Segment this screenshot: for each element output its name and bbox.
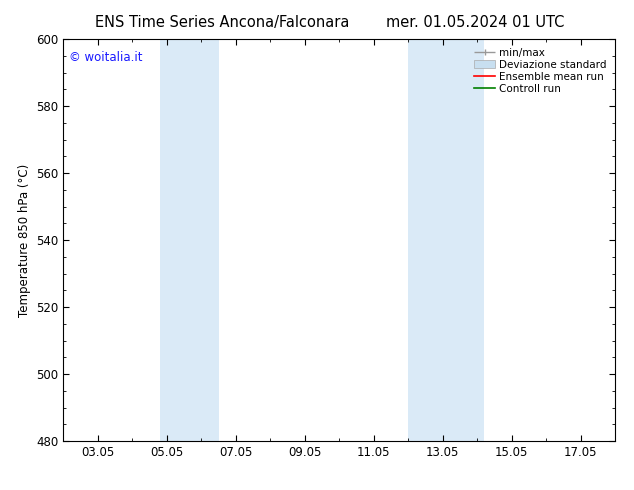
Bar [160,39,219,441]
Bar [408,39,484,441]
Y-axis label: Temperature 850 hPa (°C): Temperature 850 hPa (°C) [18,164,30,317]
Text: mer. 01.05.2024 01 UTC: mer. 01.05.2024 01 UTC [386,15,565,30]
Text: © woitalia.it: © woitalia.it [69,51,143,64]
Legend: min/max, Deviazione standard, Ensemble mean run, Controll run: min/max, Deviazione standard, Ensemble m… [471,45,610,97]
Text: ENS Time Series Ancona/Falconara: ENS Time Series Ancona/Falconara [94,15,349,30]
